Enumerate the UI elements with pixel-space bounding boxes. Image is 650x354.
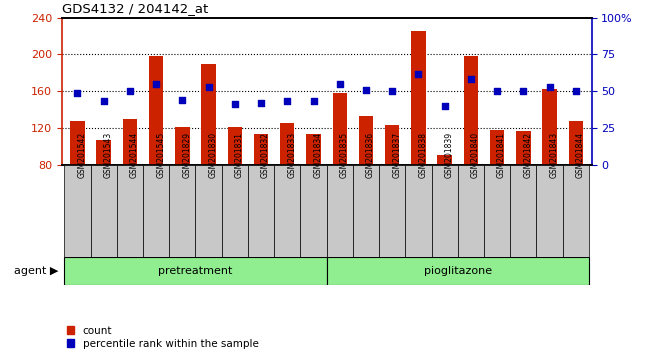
Point	[282, 99, 293, 104]
Bar	[117, 165, 143, 257]
Point	[465, 76, 476, 82]
Bar	[300, 165, 326, 257]
Bar	[123, 119, 137, 165]
Bar	[333, 93, 347, 165]
Bar	[563, 165, 589, 257]
Text: GSM201833: GSM201833	[287, 132, 296, 178]
Text: GDS4132 / 204142_at: GDS4132 / 204142_at	[62, 2, 208, 15]
Bar	[222, 165, 248, 257]
Text: GSM201840: GSM201840	[471, 132, 480, 178]
Point	[335, 81, 345, 87]
Bar	[64, 257, 326, 285]
Bar	[490, 130, 504, 165]
Bar	[90, 165, 117, 257]
Bar	[569, 121, 583, 165]
Text: GSM201837: GSM201837	[392, 132, 401, 178]
Point	[361, 87, 371, 92]
Point	[203, 84, 214, 90]
Text: GSM201839: GSM201839	[445, 132, 454, 178]
Bar	[149, 56, 163, 165]
Point	[387, 88, 397, 94]
Bar	[516, 131, 530, 165]
Bar	[202, 64, 216, 165]
Text: GSM201834: GSM201834	[313, 132, 322, 178]
Bar	[274, 165, 300, 257]
Bar	[175, 127, 190, 165]
Text: GSM201543: GSM201543	[104, 132, 112, 178]
Point	[413, 71, 424, 76]
Point	[439, 103, 450, 109]
Bar	[169, 165, 196, 257]
Bar	[227, 127, 242, 165]
Text: GSM201829: GSM201829	[183, 132, 191, 178]
Point	[72, 90, 83, 96]
Text: GSM201835: GSM201835	[340, 132, 349, 178]
Point	[544, 84, 554, 90]
Point	[151, 81, 161, 87]
Text: pretreatment: pretreatment	[159, 266, 233, 276]
Text: GSM201545: GSM201545	[156, 132, 165, 178]
Bar	[70, 121, 84, 165]
Point	[125, 88, 135, 94]
Text: GSM201832: GSM201832	[261, 132, 270, 178]
Bar	[458, 165, 484, 257]
Point	[492, 88, 502, 94]
Text: GSM201842: GSM201842	[523, 132, 532, 178]
Bar	[432, 165, 458, 257]
Bar	[64, 165, 90, 257]
Text: GSM201844: GSM201844	[576, 132, 585, 178]
Bar	[326, 257, 589, 285]
Point	[571, 88, 581, 94]
Bar	[510, 165, 536, 257]
Text: GSM201843: GSM201843	[549, 132, 558, 178]
Text: pioglitazone: pioglitazone	[424, 266, 492, 276]
Bar	[385, 125, 399, 165]
Bar	[359, 116, 373, 165]
Text: agent ▶: agent ▶	[14, 266, 58, 276]
Bar	[379, 165, 406, 257]
Text: GSM201544: GSM201544	[130, 132, 139, 178]
Bar	[143, 165, 169, 257]
Bar	[437, 154, 452, 165]
Bar	[353, 165, 379, 257]
Text: GSM201841: GSM201841	[497, 132, 506, 178]
Bar	[306, 134, 320, 165]
Bar	[542, 89, 557, 165]
Text: GSM201542: GSM201542	[77, 132, 86, 178]
Bar	[280, 123, 294, 165]
Bar	[411, 32, 426, 165]
Bar	[536, 165, 563, 257]
Bar	[248, 165, 274, 257]
Text: GSM201836: GSM201836	[366, 132, 375, 178]
Point	[99, 99, 109, 104]
Bar	[406, 165, 432, 257]
Bar	[96, 140, 111, 165]
Point	[308, 99, 318, 104]
Text: GSM201838: GSM201838	[419, 132, 428, 178]
Point	[518, 88, 528, 94]
Point	[256, 100, 266, 106]
Bar	[196, 165, 222, 257]
Bar	[326, 165, 353, 257]
Point	[177, 97, 188, 103]
Text: GSM201830: GSM201830	[209, 132, 218, 178]
Bar	[254, 134, 268, 165]
Point	[229, 102, 240, 107]
Bar	[484, 165, 510, 257]
Text: GSM201831: GSM201831	[235, 132, 244, 178]
Bar	[463, 56, 478, 165]
Legend: count, percentile rank within the sample: count, percentile rank within the sample	[67, 326, 259, 349]
